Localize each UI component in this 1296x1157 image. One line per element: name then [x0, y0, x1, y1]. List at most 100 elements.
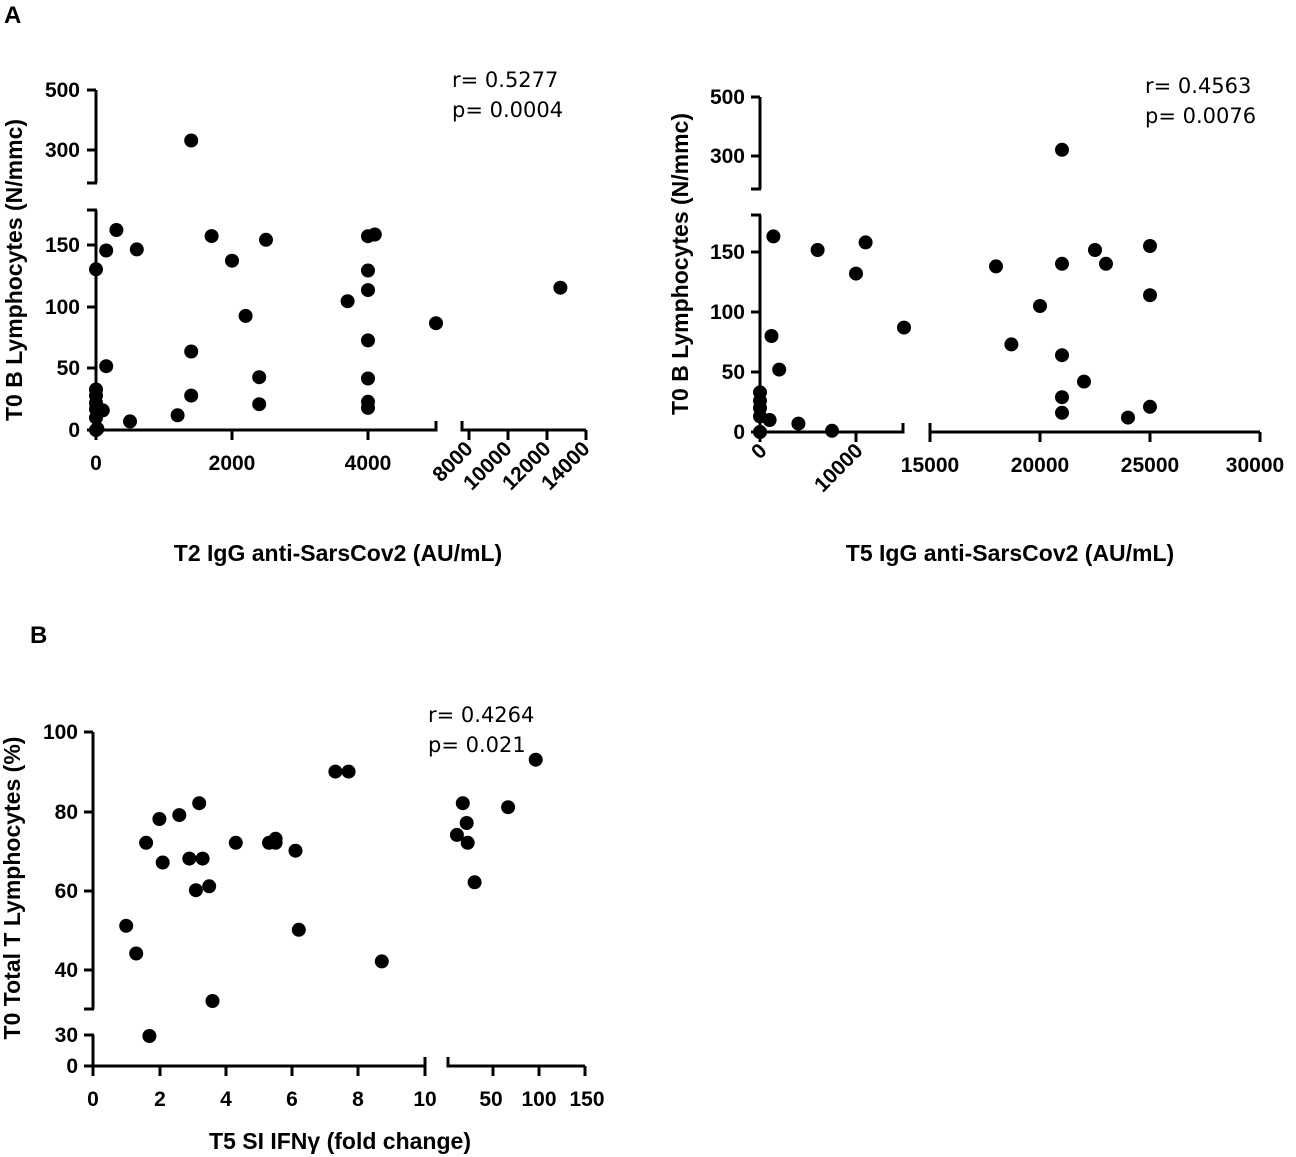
chart3-y-label-40: 40 — [55, 959, 78, 982]
chart2-point-28 — [1088, 243, 1102, 257]
chart3-y-label-100: 100 — [43, 721, 78, 744]
chart1-point-8 — [95, 403, 110, 418]
chart1-point-23 — [361, 394, 375, 409]
chart1-y-label-0: 0 — [68, 419, 80, 442]
chart2-r-value: r= 0.4563 — [1145, 74, 1251, 98]
chart1-point-6 — [89, 262, 103, 277]
chart2-point-16 — [1033, 299, 1047, 313]
chart1-y-label-150: 150 — [45, 234, 80, 257]
chart2-point-29 — [1099, 256, 1113, 271]
chart2-point-11 — [849, 266, 863, 281]
chart2-x-label-15000: 15000 — [901, 454, 959, 477]
chart2-point-19 — [1055, 348, 1069, 363]
chart2-point-6 — [764, 329, 779, 343]
chart2-point-0 — [753, 425, 767, 439]
chart3-point-6 — [172, 808, 187, 823]
chart2-x-label-25000: 25000 — [1121, 454, 1179, 477]
chart2-y-label-100: 100 — [710, 301, 745, 324]
chart3-point-24 — [459, 816, 474, 830]
chart2-point-22 — [1143, 399, 1157, 414]
chart3-y-label-30: 30 — [55, 1024, 78, 1047]
chart1-point-12 — [170, 408, 185, 423]
chart3-point-26 — [467, 875, 482, 890]
chart2-point-17 — [1055, 405, 1069, 420]
chart2-y-label-50: 50 — [722, 361, 745, 384]
chart1-x-label-0: 0 — [90, 452, 102, 475]
chart1-point-18 — [252, 397, 267, 412]
chart2-x-label-10000: 10000 — [810, 439, 868, 497]
chart2-point-5 — [762, 413, 777, 427]
chart-1-t2-igg: 0 50 100 150 300 500 0 2000 4000 8000 10… — [1, 68, 595, 566]
chart1-y-label-50: 50 — [57, 357, 80, 380]
chart3-point-19 — [328, 764, 343, 779]
chart3-point-2 — [139, 835, 154, 850]
chart3-point-12 — [205, 994, 220, 1008]
chart3-x-label-6: 6 — [286, 1088, 298, 1111]
chart2-x-label-0: 0 — [747, 439, 772, 464]
chart3-point-8 — [188, 883, 203, 898]
chart3-x-label-150: 150 — [569, 1088, 604, 1111]
chart3-y-axis-upper — [84, 732, 95, 1011]
chart3-r-value: r= 0.4264 — [428, 703, 534, 727]
chart3-x-label-4: 4 — [220, 1088, 232, 1111]
chart1-point-27 — [361, 263, 375, 278]
chart-3-t5-si-ifng: 0 30 40 60 80 100 0 2 4 6 8 10 50 100 15… — [0, 703, 605, 1154]
chart3-point-18 — [291, 922, 306, 937]
chart3-x-axis-title: T5 SI IFNγ (fold change) — [209, 1128, 471, 1154]
chart3-y-axis-lower — [84, 1033, 95, 1066]
chart3-point-27 — [501, 800, 516, 815]
chart3-x-label-10: 10 — [413, 1088, 436, 1111]
chart2-x-label-30000: 30000 — [1226, 454, 1284, 477]
chart2-x-axis-right — [928, 423, 1260, 434]
chart1-x-axis-title: T2 IgG anti-SarsCov2 (AU/mL) — [174, 540, 502, 566]
chart1-point-15 — [204, 229, 219, 244]
chart3-point-22 — [449, 827, 464, 842]
chart2-points — [753, 142, 1157, 439]
chart1-point-16 — [225, 253, 239, 268]
chart3-x-label-100: 100 — [521, 1088, 556, 1111]
chart1-point-29 — [429, 316, 443, 331]
chart1-point-13 — [184, 388, 199, 403]
chart1-x-label-2000: 2000 — [209, 452, 256, 475]
chart1-point-21 — [340, 294, 355, 309]
chart1-point-19 — [252, 370, 267, 385]
chart1-x-axis-left — [96, 421, 438, 432]
panel-label-b: B — [30, 622, 48, 649]
chart3-point-4 — [152, 812, 167, 826]
chart3-point-25 — [460, 835, 475, 850]
chart2-point-13 — [897, 320, 911, 335]
chart2-point-24 — [1143, 239, 1157, 253]
chart1-point-24 — [361, 371, 375, 386]
chart2-y-label-0: 0 — [733, 421, 745, 444]
panel-label-a: A — [4, 2, 22, 29]
chart1-point-5 — [89, 382, 103, 397]
chart1-point-32 — [184, 133, 199, 148]
chart3-point-13 — [228, 835, 243, 850]
chart1-point-26 — [361, 283, 375, 298]
chart2-point-27 — [1055, 256, 1069, 271]
chart3-point-5 — [155, 855, 170, 870]
chart1-point-28 — [553, 280, 568, 295]
chart1-p-value: p= 0.0004 — [452, 98, 563, 122]
chart1-points — [89, 133, 568, 437]
chart2-point-15 — [1004, 337, 1019, 352]
chart3-point-0 — [119, 918, 134, 933]
chart2-point-4 — [753, 385, 767, 400]
chart3-x-label-8: 8 — [352, 1088, 364, 1111]
chart3-x-axis-right — [446, 1057, 585, 1068]
chart1-y-axis-upper — [87, 90, 98, 185]
chart3-point-11 — [202, 879, 217, 894]
chart1-x-label-4000: 4000 — [345, 452, 392, 475]
chart1-point-20 — [259, 232, 273, 247]
chart3-point-17 — [288, 843, 303, 858]
chart2-y-axis-upper — [751, 97, 762, 191]
chart1-y-label-300: 300 — [45, 139, 80, 162]
chart3-y-label-0: 0 — [66, 1055, 78, 1078]
chart2-y-axis-title: T0 B Lymphocytes (N/mmc) — [667, 113, 693, 415]
chart2-y-label-500: 500 — [710, 86, 745, 109]
chart2-point-7 — [766, 229, 781, 244]
chart2-y-label-150: 150 — [710, 241, 745, 264]
chart1-point-30 — [99, 243, 114, 258]
chart3-p-value: p= 0.021 — [428, 733, 526, 757]
